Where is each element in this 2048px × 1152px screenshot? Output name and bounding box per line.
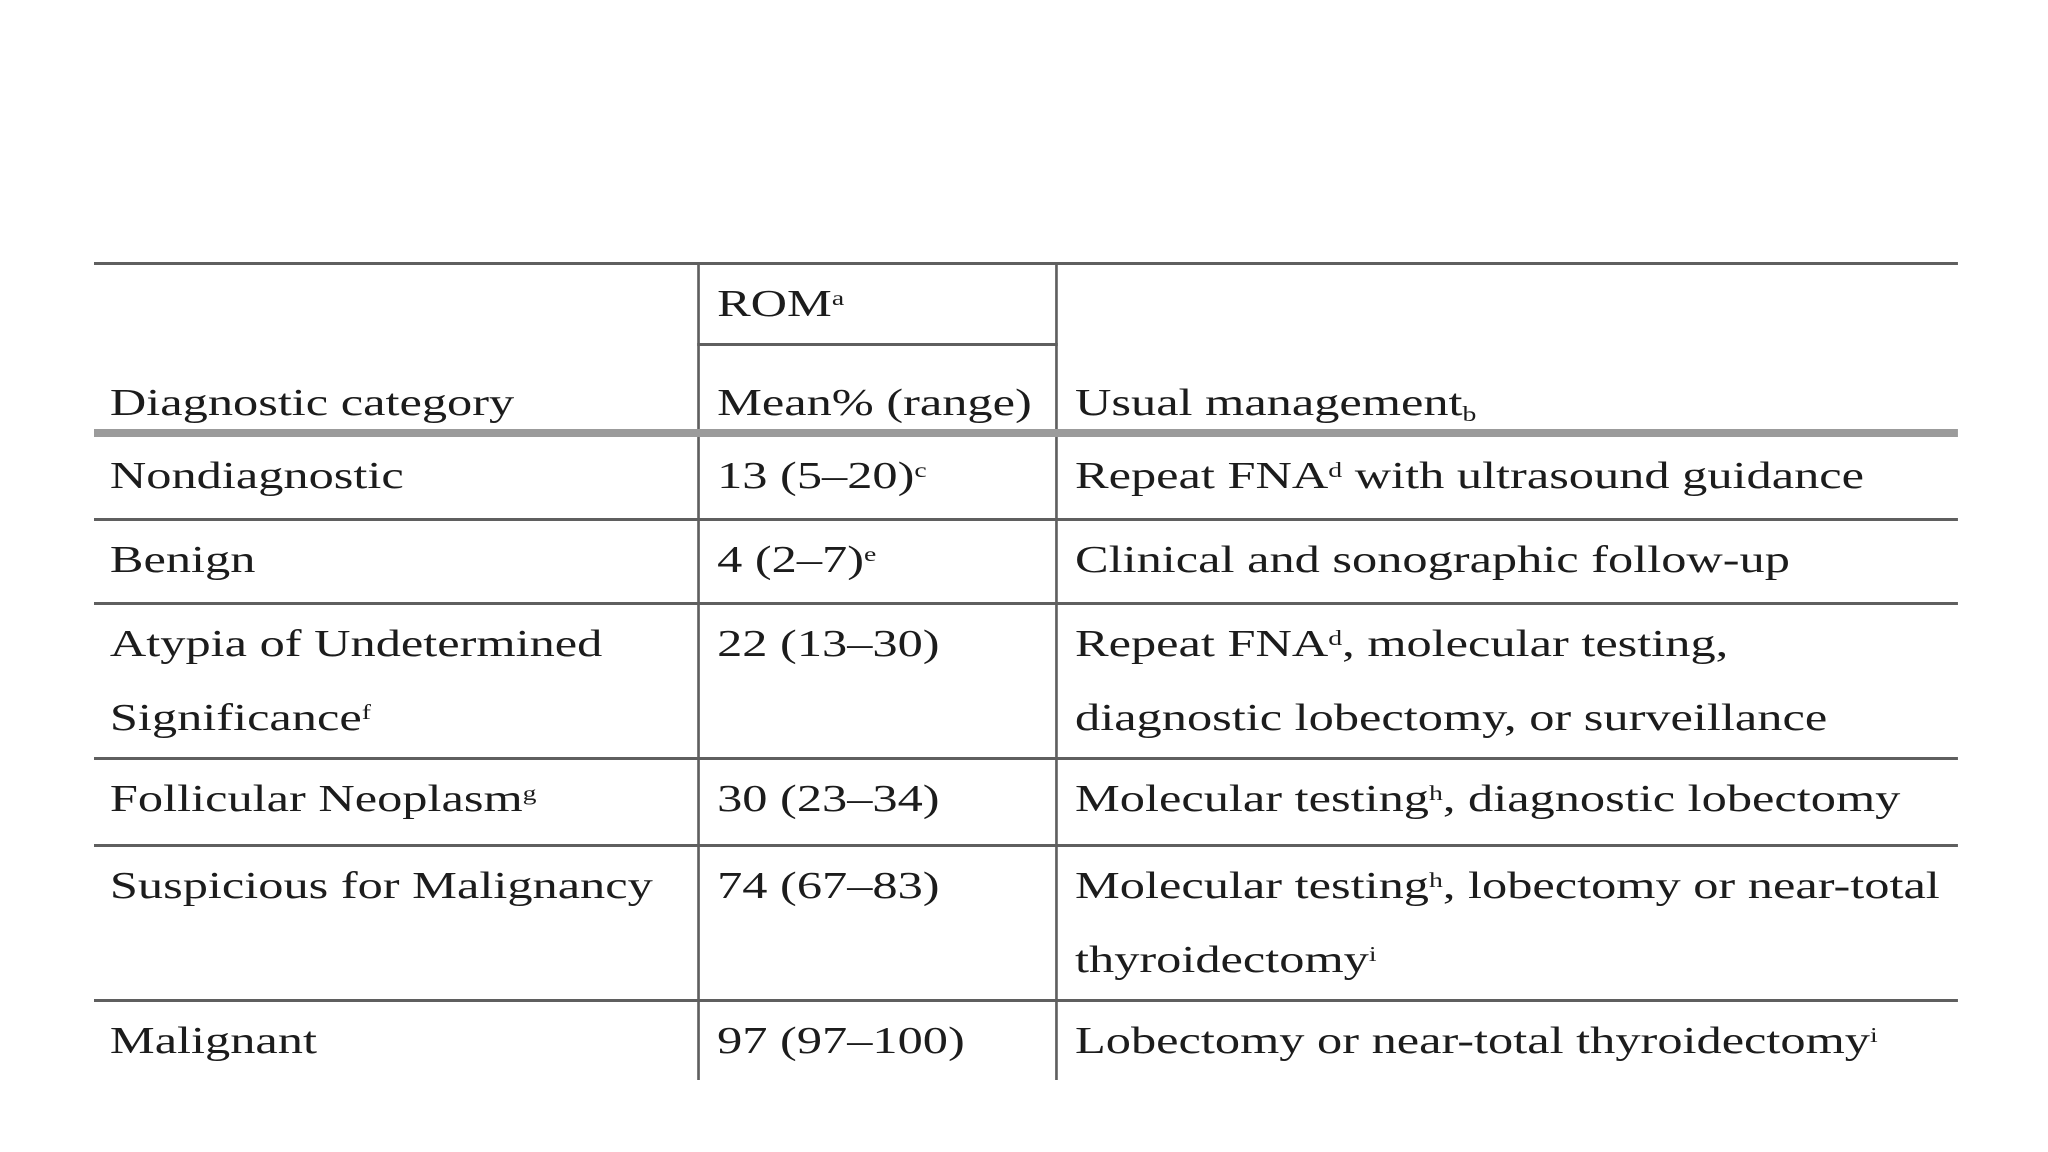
table-rom-band: ROMa [94,265,1958,346]
cell-rom-value: 30 (23–34) [697,760,1058,844]
column-header-diagnostic-category: Diagnostic category [109,382,515,424]
cell-rom-value: 4 (2–7)e [697,521,1058,602]
rom-band-empty-right [1058,265,1958,346]
bethesda-table: ROMa Diagnostic category Mean% (range) U… [94,262,1958,1080]
cell-diagnostic-category: Benign [109,539,256,581]
table-header-row: Diagnostic category Mean% (range) Usual … [94,346,1958,437]
column-header-usual-management: Usual management b [1075,382,1477,426]
table-row: Benign 4 (2–7)e Clinical and sonographic… [94,521,1958,605]
cell-usual-management: Molecular testingh, lobectomy or near-to… [1075,865,1940,981]
cell-diagnostic-category: Nondiagnostic [109,455,404,497]
cell-usual-management: Molecular testingh, diagnostic lobectomy [1075,778,1901,820]
cell-rom-value: 13 (5–20)c [697,437,1058,518]
rom-header-cell: ROMa [697,265,1058,346]
table-row: Suspicious for Malignancy 74 (67–83) Mol… [94,847,1958,1002]
cell-diagnostic-category: Follicular Neoplasmg [109,778,537,820]
cell-rom-value: 22 (13–30) [697,605,1058,757]
cell-usual-management: Repeat FNAd, molecular testing, diagnost… [1075,623,1828,739]
table-row: Atypia of Undetermined Significancef 22 … [94,605,1958,760]
cell-diagnostic-category: Suspicious for Malignancy [109,865,653,907]
column-header-mean-range: Mean% (range) [697,346,1058,429]
table-row: Follicular Neoplasmg 30 (23–34) Molecula… [94,760,1958,847]
cell-rom-value: 74 (67–83) [697,847,1058,999]
cell-rom-value: 97 (97–100) [697,1002,1058,1080]
cell-diagnostic-category: Malignant [109,1020,317,1062]
table-row: Malignant 97 (97–100) Lobectomy or near-… [94,1002,1958,1080]
rom-band-empty-left [94,265,697,346]
table-row: Nondiagnostic 13 (5–20)c Repeat FNAd wit… [94,437,1958,521]
cell-usual-management: Repeat FNAd with ultrasound guidance [1075,455,1864,497]
cell-usual-management: Lobectomy or near-total thyroidectomyi [1075,1020,1878,1062]
cell-diagnostic-category: Atypia of Undetermined Significancef [109,623,603,739]
cell-usual-management: Clinical and sonographic follow-up [1075,539,1790,581]
table-body: Nondiagnostic 13 (5–20)c Repeat FNAd wit… [94,437,1958,1080]
